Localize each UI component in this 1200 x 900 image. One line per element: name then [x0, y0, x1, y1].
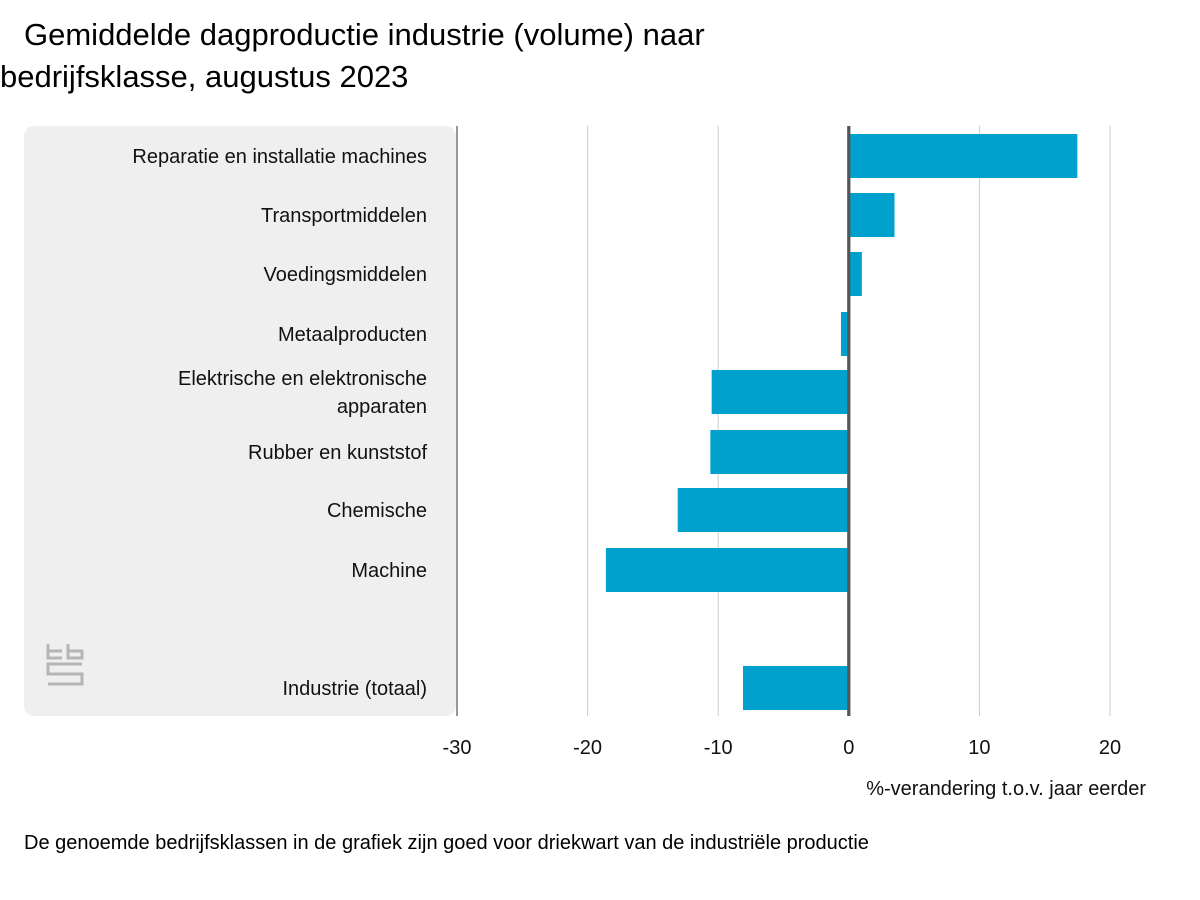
- x-tick-label: -30: [443, 737, 472, 759]
- x-axis-title: %-verandering t.o.v. jaar eerder: [866, 778, 1146, 800]
- x-tick-label: 20: [1099, 737, 1121, 759]
- category-label: Voedingsmiddelen: [264, 264, 427, 286]
- tick-label-layer: -30 -20 -10 0 10 20: [443, 737, 1122, 759]
- cbs-logo-icon: [46, 644, 84, 686]
- category-label-layer: Reparatie en installatie machines Transpo…: [132, 146, 427, 700]
- bar: [605, 548, 849, 592]
- bar-layer: [605, 126, 1078, 716]
- chart-title: Gemiddelde dagproductie industrie (volum…: [0, 14, 800, 98]
- category-label: Chemische: [327, 500, 427, 522]
- category-label: Elektrische en elektronische apparaten: [178, 368, 427, 418]
- bar: [840, 312, 849, 356]
- category-label: Reparatie en installatie machines: [132, 146, 427, 168]
- category-label: Metaalproducten: [278, 324, 427, 346]
- bar: [677, 488, 849, 532]
- x-tick-label: 10: [968, 737, 990, 759]
- x-tick-label: -10: [704, 737, 733, 759]
- grid-layer: [456, 126, 1111, 716]
- chart-title-line2: bedrijfsklasse, augustus 2023: [0, 59, 409, 94]
- x-tick-label: -20: [573, 737, 602, 759]
- bar: [710, 430, 849, 474]
- category-label: Transportmiddelen: [261, 205, 427, 227]
- x-tick-label: 0: [843, 737, 854, 759]
- bar: [743, 666, 849, 710]
- category-label: Rubber en kunststof: [248, 442, 427, 464]
- category-label-panel: [24, 126, 456, 716]
- bar: [711, 370, 849, 414]
- chart-title-line1: Gemiddelde dagproductie industrie (volum…: [24, 17, 705, 52]
- category-label: Industrie (totaal): [282, 678, 427, 700]
- bar: [848, 252, 862, 296]
- bar: [848, 193, 895, 237]
- category-label: Machine: [351, 560, 427, 582]
- bar: [848, 134, 1078, 178]
- footnote: De genoemde bedrijfsklassen in de grafie…: [24, 832, 869, 854]
